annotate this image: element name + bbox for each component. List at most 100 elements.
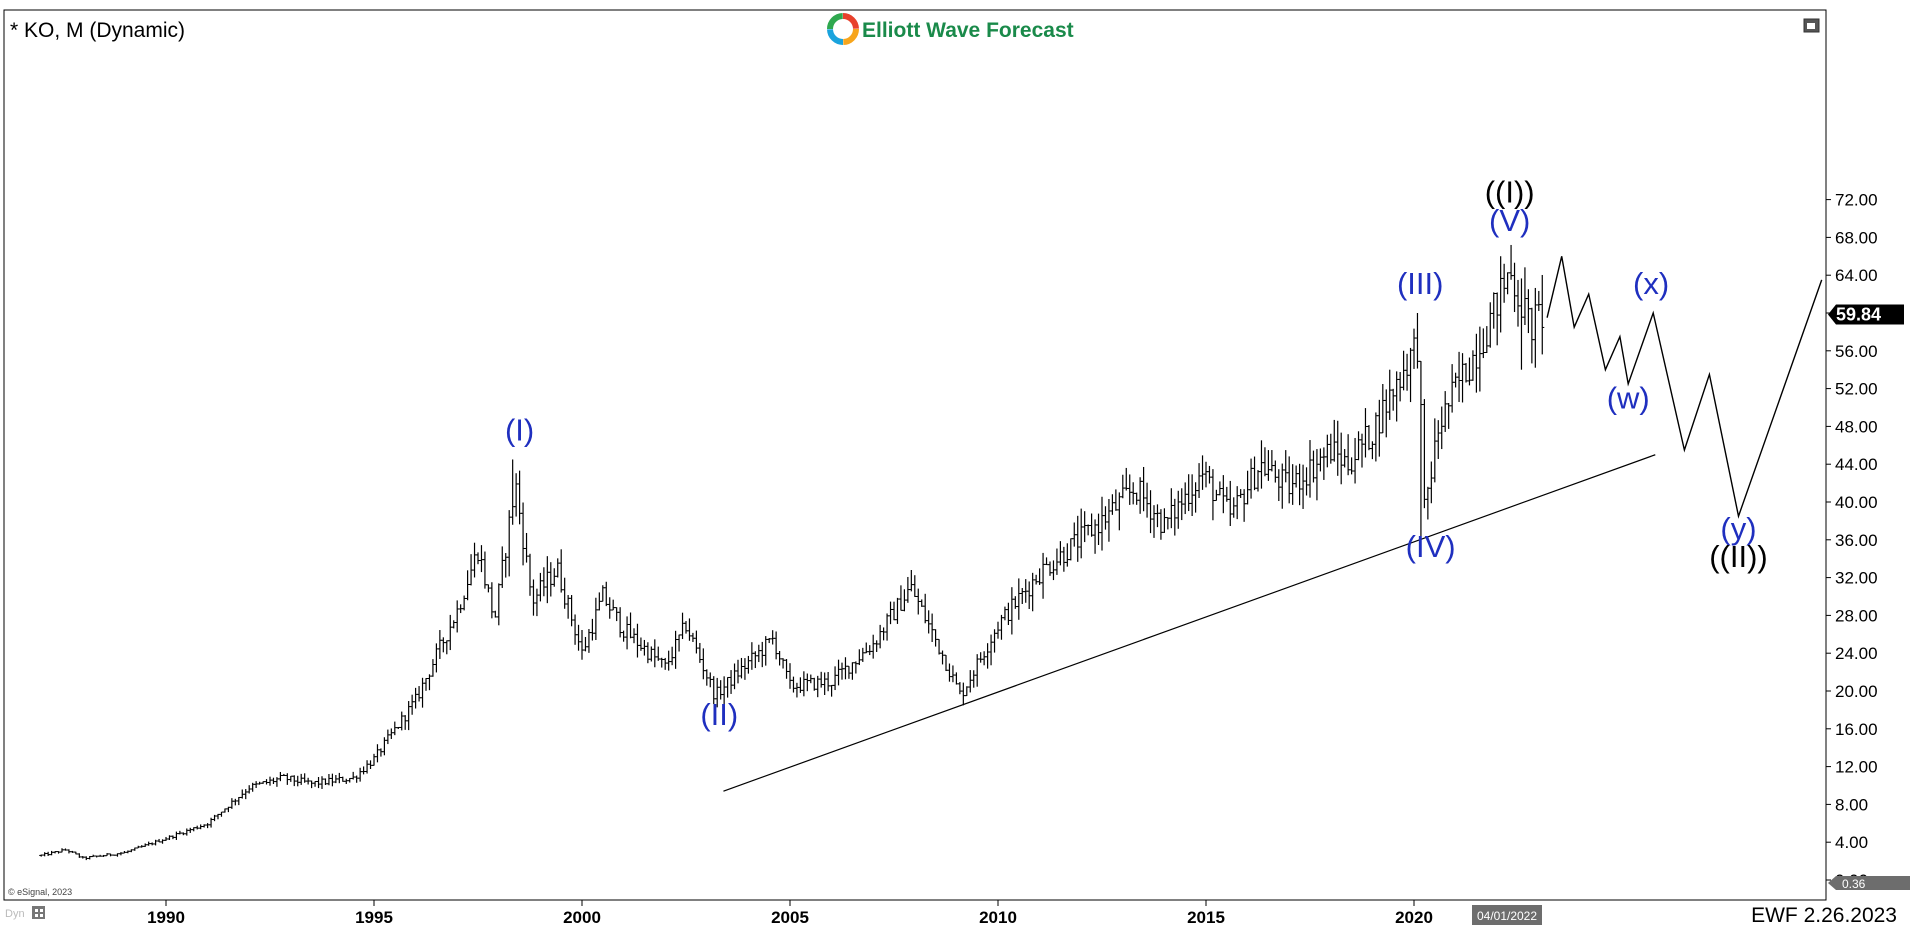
price-tick-label: 40.00 [1835,493,1878,512]
ohlc-bar [541,567,546,597]
ohlc-bar [947,663,952,682]
ohlc-bar [226,806,231,813]
ohlc-bar [1235,486,1240,520]
ohlc-bar [132,847,137,851]
ohlc-bar [846,665,851,679]
ohlc-bar [607,597,612,619]
ohlc-bar [1176,490,1181,529]
price-bars [39,244,1545,861]
ohlc-bar [302,773,307,783]
ohlc-bar [729,670,734,694]
ohlc-bar [1366,425,1371,451]
ohlc-bar [521,502,526,566]
ohlc-bar [70,850,75,853]
ohlc-bar [430,659,435,677]
price-tick-label: 64.00 [1835,266,1878,285]
ohlc-bar [476,552,480,565]
ohlc-bar [101,854,106,857]
time-tick-label: 2005 [771,908,809,927]
ohlc-bar [614,607,619,622]
ohlc-bar [1391,388,1396,411]
ohlc-bar [462,595,467,611]
ohlc-bar [1470,350,1475,381]
ohlc-bar [909,569,914,592]
ohlc-bar [1204,461,1208,488]
ohlc-bar [444,640,449,655]
ohlc-bar [1287,456,1292,504]
ohlc-bar [1152,505,1156,538]
ohlc-bar [306,777,311,785]
ohlc-bar [566,595,571,619]
ohlc-bar [812,677,817,691]
ohlc-bar [1002,606,1007,621]
ohlc-bar [867,645,872,656]
ohlc-bar [1210,469,1215,521]
ohlc-bar [548,562,553,597]
ohlc-bar [996,621,1000,639]
window-icon[interactable] [1803,18,1820,33]
ohlc-bar [1509,244,1514,280]
wave-label: (I) [505,413,534,448]
ohlc-bar [580,630,584,660]
ohlc-bar [427,674,432,691]
wave-labels: (I) (II) (III) (IV) (V)((I)) (w) (x) (y)((II)) [505,174,1768,732]
ohlc-bar [878,624,883,649]
ohlc-bar [1436,420,1441,459]
dyn-grid-icon [32,906,45,919]
trendline [723,454,1656,792]
ohlc-bar [1526,289,1531,334]
ohlc-bar [1058,541,1063,566]
ohlc-bar [299,773,304,785]
ohlc-bar [704,669,709,686]
ohlc-bar [73,851,78,855]
ohlc-bar [756,644,761,663]
ohlc-bar [1030,572,1035,612]
ohlc-bar [1314,449,1319,501]
ohlc-bar [1505,272,1510,295]
ohlc-bar [195,825,200,830]
ohlc-bar [701,648,706,680]
ohlc-bar [618,607,623,638]
ohlc-bar [434,643,439,673]
ohlc-bar [510,459,515,525]
ohlc-bar [576,624,581,651]
ohlc-bar [1481,328,1486,359]
ohlc-bar [1401,350,1406,391]
ohlc-bar [1280,463,1285,509]
ohlc-bar [358,767,363,782]
ohlc-bar [396,726,401,730]
ohlc-bar [63,848,68,851]
ohlc-bar [905,576,910,603]
ohlc-bar [1072,522,1077,547]
ohlc-bar [1006,602,1011,625]
ohlc-bar [1432,418,1437,483]
ohlc-bar [593,597,598,640]
ohlc-bar [784,659,789,679]
ohlc-bar [569,595,574,627]
ohlc-bar [417,686,422,702]
ohlc-bar [1273,460,1278,483]
ohlc-bar [1297,463,1302,506]
ohlc-bar [87,855,92,860]
ohlc-bar [413,687,418,709]
ohlc-bar [1457,351,1462,402]
ohlc-bar [313,780,318,787]
ohlc-bar [257,781,262,785]
ohlc-bar [937,638,942,655]
ohlc-bar [912,575,917,597]
ohlc-bar [129,849,134,853]
ohlc-bar [649,646,654,662]
copyright-text: © eSignal, 2023 [8,887,72,897]
ohlc-bar [122,851,127,854]
price-axis: 0.004.008.0012.0016.0020.0024.0028.0032.… [1826,191,1878,890]
ohlc-bar [1016,578,1021,620]
dyn-indicator[interactable]: Dyn [5,906,45,920]
ohlc-bar [1041,552,1046,599]
ohlc-bar [153,839,158,846]
ohlc-bar [1332,419,1337,462]
ohlc-bar [1027,581,1032,610]
ohlc-bar [1065,543,1070,567]
ohlc-bar [1318,448,1323,472]
ohlc-bar [923,593,928,624]
